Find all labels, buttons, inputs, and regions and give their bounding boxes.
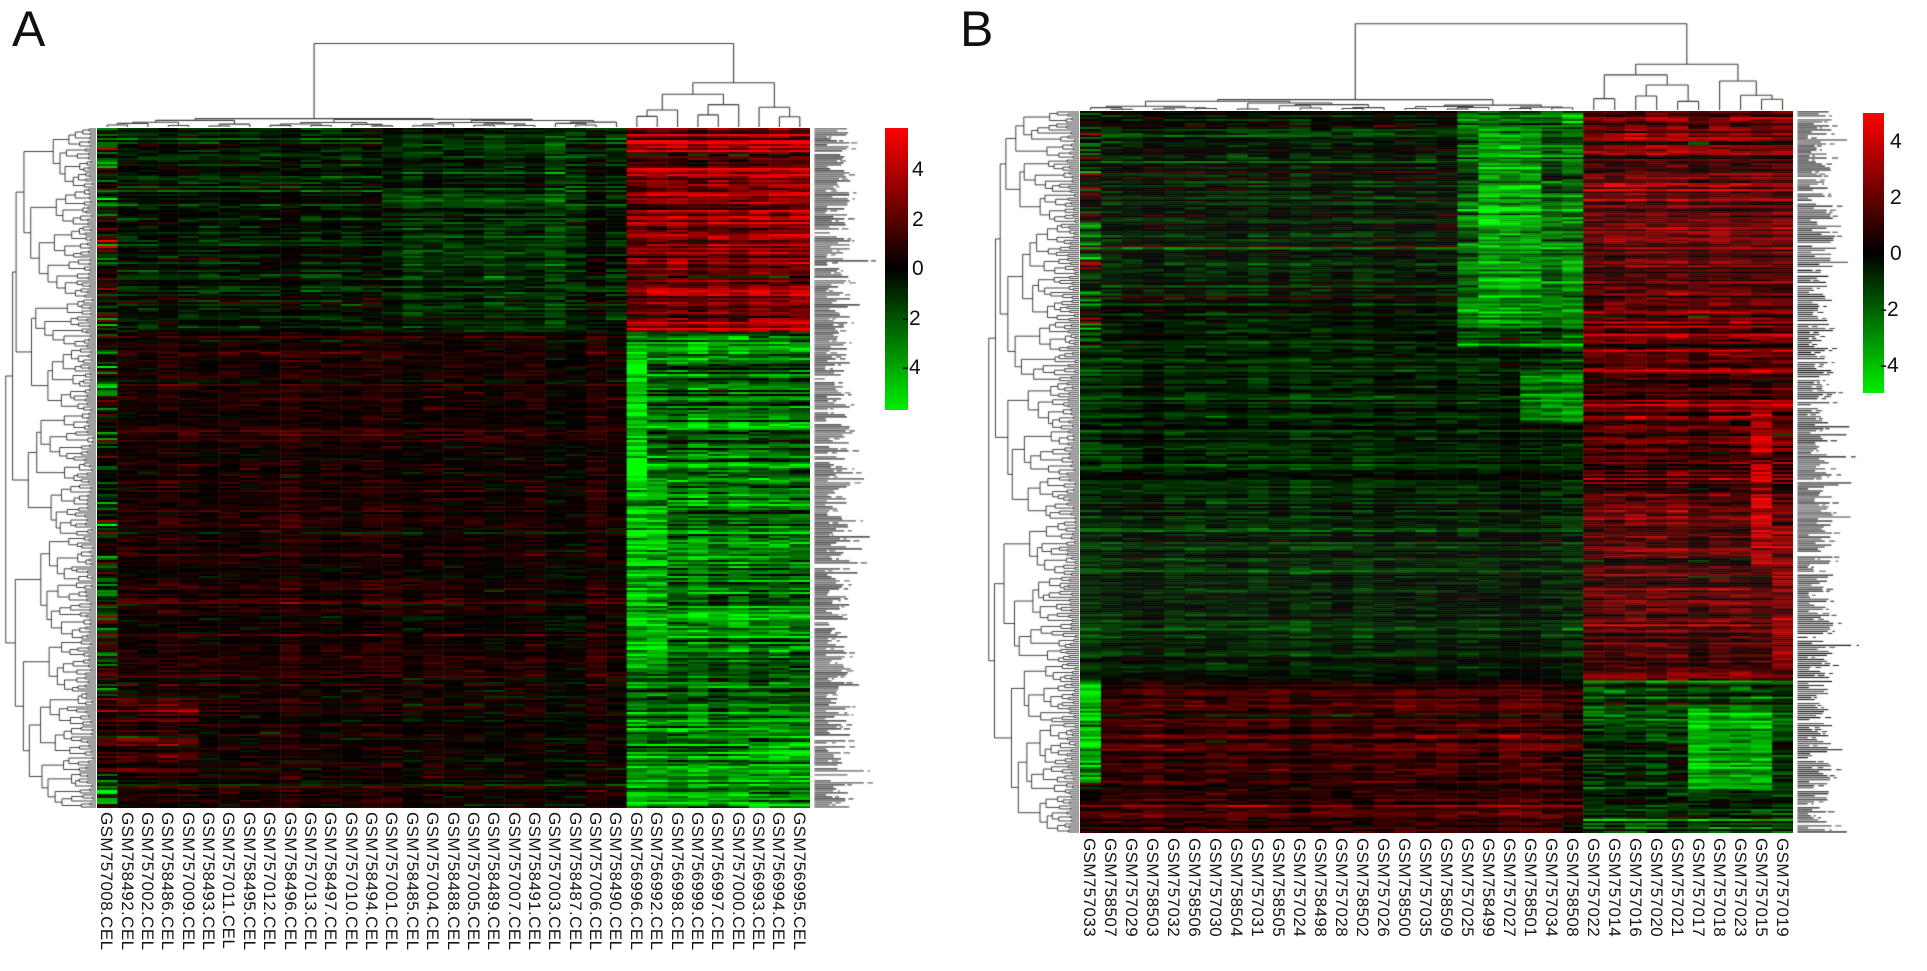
column-label: GSM758504	[1227, 838, 1247, 938]
color-key-tick: 0	[1890, 242, 1902, 265]
column-dendrogram-b	[1080, 6, 1793, 110]
column-label: GSM758498	[1311, 838, 1331, 938]
column-label: GSM757017	[1688, 838, 1708, 938]
column-label: GSM757031	[1248, 838, 1268, 938]
column-label: GSM758494.CEL	[362, 812, 381, 951]
column-label: GSM757027	[1499, 838, 1519, 938]
heatmap-b	[1080, 111, 1793, 833]
row-dendrogram-b	[985, 111, 1079, 833]
column-label: GSM756999.CEL	[687, 812, 707, 951]
column-label: GSM757024	[1290, 838, 1310, 938]
column-label: GSM758509	[1436, 838, 1456, 938]
row-dendrogram-a	[2, 128, 96, 808]
column-label: GSM758493.CEL	[199, 812, 219, 951]
color-key-tick: 0	[912, 257, 924, 280]
column-label: GSM758489.CEL	[484, 812, 504, 951]
column-label: GSM758501	[1520, 838, 1540, 938]
column-label: GSM757006.CEL	[586, 812, 606, 951]
color-key-tick: -4	[1880, 354, 1899, 378]
column-label: GSM757012.CEL	[260, 812, 280, 951]
heatmap-a	[97, 128, 810, 808]
column-label: GSM758491.CEL	[524, 812, 544, 951]
column-label: GSM758500	[1395, 838, 1415, 938]
column-label: GSM757014	[1604, 838, 1624, 938]
color-key-tick: 2	[912, 207, 924, 231]
column-label: GSM756992.CEL	[647, 812, 667, 951]
column-label: GSM757005.CEL	[463, 812, 483, 951]
column-label: GSM756996.CEL	[626, 812, 646, 951]
column-label: GSM757020	[1646, 838, 1666, 938]
row-labels-strip-b	[1797, 111, 1859, 833]
column-label: GSM756993.CEL	[749, 812, 769, 951]
column-label: GSM758508	[1562, 838, 1582, 938]
column-label: GSM758488.CEL	[443, 812, 463, 951]
column-dendrogram-a	[97, 6, 810, 127]
column-label: GSM758486.CEL	[158, 812, 178, 951]
color-key-gradient-a	[885, 128, 908, 410]
column-label: GSM756994.CEL	[769, 812, 789, 951]
column-label: GSM756998.CEL	[667, 812, 687, 951]
color-key-gradient-b	[1863, 113, 1884, 393]
column-label: GSM758487.CEL	[565, 812, 585, 951]
column-label: GSM757003.CEL	[545, 812, 565, 951]
column-label: GSM757009.CEL	[178, 812, 198, 951]
column-label: GSM758502	[1353, 838, 1373, 938]
column-label: GSM758492.CEL	[117, 812, 137, 951]
column-label: GSM757030	[1206, 838, 1226, 938]
column-label: GSM757015	[1751, 838, 1771, 938]
column-label: GSM757001.CEL	[382, 812, 402, 951]
column-label: GSM758497.CEL	[321, 812, 341, 951]
column-label: GSM757000.CEL	[728, 812, 748, 951]
column-label: GSM758506	[1185, 838, 1205, 938]
column-label: GSM757010.CEL	[341, 812, 361, 951]
column-label: GSM758507	[1101, 838, 1121, 938]
column-label: GSM758485.CEL	[402, 812, 422, 951]
column-label: GSM758496.CEL	[280, 812, 300, 951]
column-label: GSM757025	[1457, 838, 1477, 938]
column-label: GSM757008.CEL	[97, 812, 117, 951]
column-label: GSM757032	[1164, 838, 1184, 938]
row-labels-strip-a	[814, 128, 876, 808]
column-label: GSM757028	[1332, 838, 1352, 938]
column-label: GSM757022	[1583, 838, 1603, 938]
color-key-tick: -4	[902, 356, 921, 379]
column-label: GSM758503	[1143, 838, 1163, 938]
column-label: GSM757002.CEL	[137, 812, 157, 951]
color-key-tick: 2	[1890, 185, 1902, 209]
column-label: GSM758505	[1269, 838, 1289, 938]
column-label: GSM757018	[1709, 838, 1729, 938]
column-label: GSM757004.CEL	[423, 812, 443, 951]
column-label: GSM757007.CEL	[504, 812, 524, 951]
panel-letter-a: A	[12, 1, 46, 57]
column-label: GSM757035	[1416, 838, 1435, 938]
color-key-tick: 4	[1890, 129, 1902, 153]
column-label: GSM756995.CEL	[789, 812, 809, 951]
column-label: GSM757011.CEL	[219, 812, 239, 950]
column-label: GSM757033	[1080, 838, 1100, 938]
column-label: GSM758499	[1478, 838, 1498, 938]
column-label: GSM757019	[1772, 838, 1792, 938]
column-label: GSM757021	[1667, 838, 1687, 938]
column-label: GSM757034	[1541, 838, 1561, 938]
column-label: GSM758490.CEL	[606, 812, 626, 951]
color-key-tick: 4	[912, 158, 924, 181]
color-key-tick: -2	[902, 306, 921, 330]
panel-letter-b: B	[960, 1, 994, 57]
column-label: GSM757029	[1122, 838, 1142, 938]
color-key-tick: -2	[1880, 298, 1899, 322]
column-label: GSM757023	[1730, 838, 1750, 938]
column-label: GSM756997.CEL	[708, 812, 728, 951]
column-label: GSM757026	[1374, 838, 1394, 938]
column-label: GSM757016	[1625, 838, 1645, 938]
column-label: GSM758495.CEL	[239, 812, 259, 951]
column-label: GSM757013.CEL	[300, 812, 320, 951]
